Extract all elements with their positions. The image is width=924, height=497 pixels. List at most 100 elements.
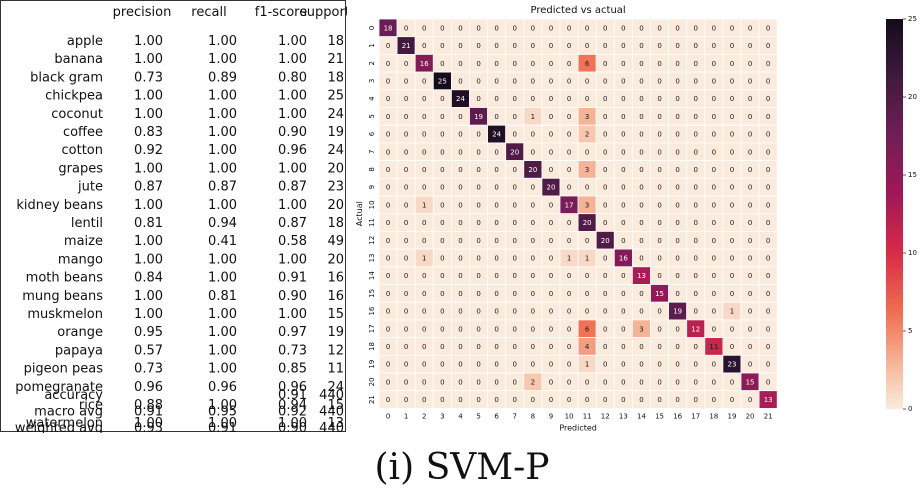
heatmap-cell-value: 0 bbox=[404, 95, 408, 103]
heatmap-cell-value: 0 bbox=[440, 396, 444, 404]
heatmap-cell-value: 0 bbox=[386, 113, 390, 121]
report-recall-cell: 1.00 bbox=[208, 252, 237, 267]
heatmap-cell-value: 0 bbox=[476, 272, 480, 280]
heatmap-cell-value: 0 bbox=[513, 95, 517, 103]
report-header-f1-score: f1-score bbox=[255, 5, 307, 20]
report-precision-cell: 1.00 bbox=[134, 307, 163, 322]
heatmap-cell-value: 0 bbox=[494, 42, 498, 50]
heatmap-cell-value: 0 bbox=[458, 237, 462, 245]
report-f1-cell: 0.96 bbox=[278, 380, 307, 395]
heatmap-cell-value: 0 bbox=[440, 378, 444, 386]
heatmap-cell-value: 0 bbox=[386, 343, 390, 351]
report-f1-cell: 1.00 bbox=[278, 198, 307, 213]
heatmap-cell-value: 0 bbox=[404, 237, 408, 245]
heatmap-cell-value: 0 bbox=[730, 325, 734, 333]
report-recall-cell: 0.81 bbox=[208, 289, 237, 304]
heatmap-cell-value: 0 bbox=[531, 148, 535, 156]
heatmap-cell-value: 0 bbox=[675, 77, 679, 85]
heatmap-cell-value: 0 bbox=[621, 201, 625, 209]
heatmap-cell-value: 1 bbox=[585, 361, 589, 369]
heatmap-cell-value: 1 bbox=[567, 254, 571, 262]
report-precision-cell: 0.95 bbox=[134, 325, 163, 340]
heatmap-cell-value: 0 bbox=[675, 184, 679, 192]
heatmap-cell-value: 0 bbox=[675, 131, 679, 139]
report-precision-cell: 0.88 bbox=[134, 398, 163, 413]
heatmap-cell-value: 0 bbox=[657, 396, 661, 404]
x-tick-label: 15 bbox=[655, 412, 664, 420]
heatmap-cell-value: 0 bbox=[567, 131, 571, 139]
heatmap-cell-value: 0 bbox=[531, 237, 535, 245]
heatmap-cell-value: 0 bbox=[694, 95, 698, 103]
y-tick-label: 3 bbox=[368, 79, 376, 83]
heatmap-cell-value: 15 bbox=[655, 290, 664, 298]
heatmap-cell-value: 0 bbox=[694, 272, 698, 280]
heatmap-cell-value: 0 bbox=[603, 378, 607, 386]
heatmap-cell-value: 0 bbox=[567, 396, 571, 404]
heatmap-cell-value: 0 bbox=[404, 308, 408, 316]
report-f1-cell: 0.90 bbox=[278, 289, 307, 304]
heatmap-cell-value: 0 bbox=[549, 201, 553, 209]
x-tick-label: 7 bbox=[513, 412, 517, 420]
heatmap-cells: 18 0 0 0 0 0 0 0 0 0 0 0 0 0 0 0 0 0 0 0 0 00 21 0 0 0 0 0 0 0 0 0 0 0 0 0 0… bbox=[378, 18, 778, 409]
heatmap-cell-value: 0 bbox=[494, 237, 498, 245]
report-support-cell: 12 bbox=[327, 343, 344, 358]
heatmap-cell-value: 0 bbox=[657, 184, 661, 192]
heatmap-cell-value: 0 bbox=[567, 343, 571, 351]
report-support-cell: 19 bbox=[327, 325, 344, 340]
heatmap-cell-value: 0 bbox=[513, 77, 517, 85]
heatmap-cell-value: 0 bbox=[567, 166, 571, 174]
heatmap-cell-value: 0 bbox=[748, 219, 752, 227]
heatmap-cell-value: 0 bbox=[567, 219, 571, 227]
heatmap-cell-value: 0 bbox=[458, 184, 462, 192]
heatmap-cell-value: 0 bbox=[603, 184, 607, 192]
heatmap-cell-value: 0 bbox=[404, 113, 408, 121]
heatmap-cell-value: 0 bbox=[712, 378, 716, 386]
heatmap-cell-value: 0 bbox=[730, 219, 734, 227]
heatmap-cell-value: 0 bbox=[621, 325, 625, 333]
heatmap-cell-value: 0 bbox=[694, 148, 698, 156]
heatmap-cell-value: 0 bbox=[657, 201, 661, 209]
heatmap-cell-value: 0 bbox=[675, 201, 679, 209]
heatmap-cell-value: 0 bbox=[675, 148, 679, 156]
heatmap-cell-value: 18 bbox=[384, 24, 393, 32]
y-tick-label: 19 bbox=[368, 360, 376, 369]
heatmap-cell-value: 1 bbox=[531, 113, 535, 121]
report-f1-cell: 0.90 bbox=[278, 125, 307, 140]
x-tick-label: 6 bbox=[494, 412, 499, 420]
heatmap-cell-value: 0 bbox=[513, 166, 517, 174]
heatmap-cell-value: 0 bbox=[730, 343, 734, 351]
heatmap-cell-value: 19 bbox=[474, 113, 483, 121]
heatmap-cell-value: 0 bbox=[494, 361, 498, 369]
heatmap-cell-value: 0 bbox=[694, 166, 698, 174]
heatmap-cell-value: 0 bbox=[458, 272, 462, 280]
heatmap-cell-value: 0 bbox=[657, 95, 661, 103]
heatmap-cell-value: 0 bbox=[585, 77, 589, 85]
heatmap-cell-value: 16 bbox=[420, 60, 429, 68]
heatmap-cell-value: 0 bbox=[639, 219, 643, 227]
heatmap-cell-value: 0 bbox=[549, 396, 553, 404]
heatmap-cell-value: 0 bbox=[567, 113, 571, 121]
heatmap-cell-value: 20 bbox=[528, 166, 537, 174]
report-support-cell: 49 bbox=[327, 234, 344, 249]
y-tick-label: 7 bbox=[368, 150, 376, 154]
heatmap-cell-value: 0 bbox=[422, 148, 426, 156]
heatmap-cell-value: 0 bbox=[639, 131, 643, 139]
report-f1-cell: 1.00 bbox=[278, 307, 307, 322]
heatmap-cell-value: 0 bbox=[621, 42, 625, 50]
heatmap-cell-value: 0 bbox=[567, 237, 571, 245]
heatmap-cell-value: 0 bbox=[422, 184, 426, 192]
heatmap-cell-value: 0 bbox=[567, 42, 571, 50]
heatmap-cell-value: 0 bbox=[531, 131, 535, 139]
heatmap-cell-value: 0 bbox=[567, 24, 571, 32]
report-precision-cell: 1.00 bbox=[134, 34, 163, 49]
heatmap-cell-value: 3 bbox=[585, 201, 589, 209]
heatmap-cell-value: 0 bbox=[712, 184, 716, 192]
heatmap-cell-value: 0 bbox=[386, 308, 390, 316]
heatmap-cell-value: 0 bbox=[549, 166, 553, 174]
heatmap-cell-value: 0 bbox=[748, 308, 752, 316]
heatmap-cell-value: 0 bbox=[422, 237, 426, 245]
heatmap-cell-value: 0 bbox=[513, 378, 517, 386]
report-row-label: pomegranate bbox=[15, 380, 103, 395]
report-recall-cell: 1.00 bbox=[208, 89, 237, 104]
heatmap-cell-value: 0 bbox=[513, 396, 517, 404]
